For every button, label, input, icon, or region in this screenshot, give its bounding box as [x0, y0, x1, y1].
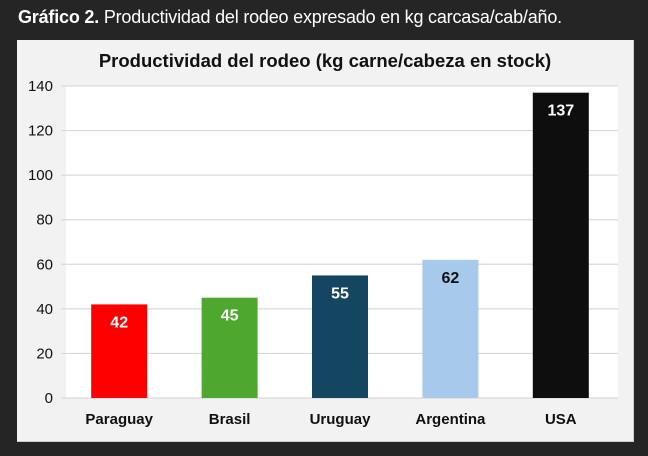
- data-label: 45: [221, 308, 239, 325]
- x-tick-label: Uruguay: [310, 411, 372, 428]
- bar-usa: [532, 92, 589, 398]
- y-tick-label: 0: [45, 390, 53, 407]
- x-tick-label: Brasil: [209, 411, 251, 428]
- figure-caption: Gráfico 2. Productividad del rodeo expre…: [18, 7, 562, 28]
- chart-title: Productividad del rodeo (kg carne/cabeza…: [98, 50, 552, 71]
- y-tick-label: 100: [28, 167, 53, 184]
- y-tick-label: 140: [28, 78, 53, 95]
- y-tick-label: 60: [36, 256, 53, 273]
- caption-text: Productividad del rodeo expresado en kg …: [99, 7, 562, 27]
- y-tick-label: 80: [36, 212, 53, 229]
- bar-brasil: [201, 297, 258, 398]
- data-label: 62: [442, 270, 460, 287]
- data-label: 55: [331, 285, 349, 302]
- y-tick-label: 20: [36, 345, 53, 362]
- chart-frame: Productividad del rodeo (kg carne/cabeza…: [17, 40, 634, 442]
- y-tick-label: 120: [28, 123, 53, 140]
- bar-uruguay: [312, 275, 368, 398]
- bar-chart: 0 20 40 60 80 100 120 140 42 Paraguay 45 Brasil 55 Ur…: [28, 78, 618, 428]
- x-tick-label: USA: [545, 411, 577, 428]
- bar-argentina: [422, 259, 479, 398]
- data-label: 137: [547, 103, 574, 120]
- y-tick-label: 40: [36, 301, 53, 318]
- caption-number: Gráfico 2.: [18, 7, 100, 27]
- data-label: 42: [110, 314, 128, 331]
- bar-paraguay: [91, 304, 148, 398]
- x-tick-label: Argentina: [415, 411, 486, 428]
- x-tick-label: Paraguay: [85, 411, 153, 428]
